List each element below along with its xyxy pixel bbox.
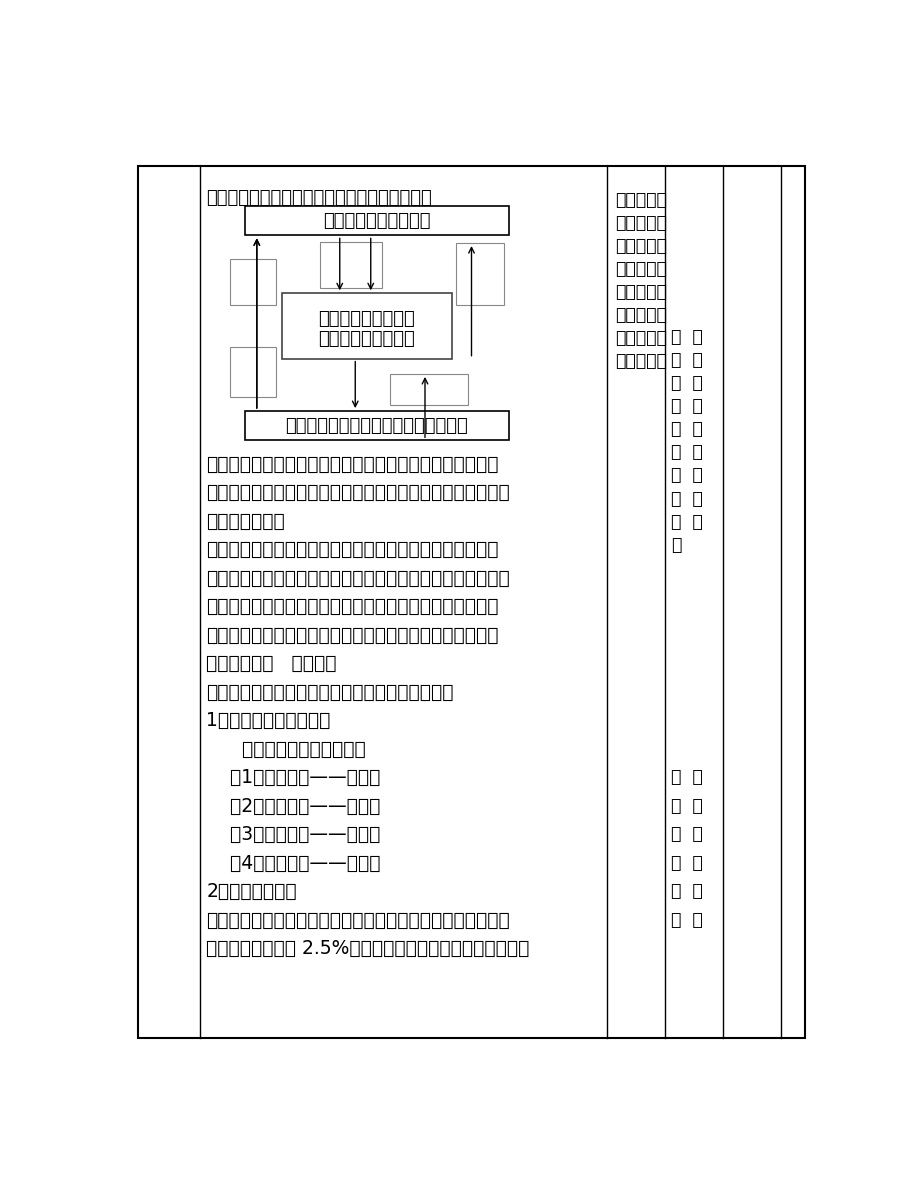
Text: 并  完: 并 完	[671, 421, 702, 439]
Text: 发现，物质: 发现，物质	[614, 306, 666, 324]
Text: （4）取之不尽——燃料水: （4）取之不尽——燃料水	[206, 853, 380, 873]
Text: 下落的雨、江河湖水: 下落的雨、江河湖水	[318, 330, 414, 348]
Text: 由于人为的破坏，比如：罗布泊、开采煤矿导致水资源受破: 由于人为的破坏，比如：罗布泊、开采煤矿导致水资源受破	[206, 597, 498, 616]
Text: 种状态即物态变化时总需要吸热或是放热。吸热的物体能量: 种状态即物态变化时总需要吸热或是放热。吸热的物体能量	[206, 455, 498, 474]
Text: 坏。水资源已经越来越紧缺。关于水资源的问题同学们事先: 坏。水资源已经越来越紧缺。关于水资源的问题同学们事先	[206, 626, 498, 645]
Text: 调查，对下面几个问题，请你发表一下你的看法。: 调查，对下面几个问题，请你发表一下你的看法。	[206, 683, 453, 702]
Text: 图: 图	[671, 535, 681, 554]
Bar	[245, 411, 508, 440]
Text: 思  考: 思 考	[671, 350, 702, 370]
Bar	[230, 347, 276, 397]
Text: 本  水: 本 水	[671, 466, 702, 484]
Bar	[245, 206, 508, 236]
Text: （3）祛病强身——保健水: （3）祛病强身——保健水	[206, 825, 380, 844]
Text: 问  题: 问 题	[671, 397, 702, 415]
Text: 的  名: 的 名	[671, 911, 702, 929]
Text: 转变成另一: 转变成另一	[614, 353, 666, 371]
Text: 增加，放热的物体能量减少，也就是说，物态变化的过程伴随: 增加，放热的物体能量减少，也就是说，物态变化的过程伴随	[206, 484, 510, 502]
Text: 物  态: 物 态	[671, 853, 702, 871]
Text: 成  课: 成 课	[671, 443, 702, 461]
Text: 完  成: 完 成	[671, 825, 702, 843]
Text: 师：（用多媒体展示图片）地球上覆盖着大量的水，但是淡水: 师：（用多媒体展示图片）地球上覆盖着大量的水，但是淡水	[206, 911, 510, 930]
Text: 气体：空气中的水蒸气: 气体：空气中的水蒸气	[323, 212, 430, 230]
Text: 2．水为何珍贵？: 2．水为何珍贵？	[206, 882, 297, 901]
Text: 循  环: 循 环	[671, 490, 702, 508]
Text: 固体：云中的冰晶、山上的积雪、冰山: 固体：云中的冰晶、山上的积雪、冰山	[285, 417, 468, 435]
Text: 变  化: 变 化	[671, 882, 702, 900]
Text: 示  意: 示 意	[671, 513, 702, 530]
Text: 况我们不难: 况我们不难	[614, 284, 666, 302]
Text: 师：其实水循环的过程就是自净化的过程。通过水的循环我: 师：其实水循环的过程就是自净化的过程。通过水的循环我	[206, 540, 498, 559]
Text: 着能量的转移。: 着能量的转移。	[206, 511, 285, 530]
Text: 生变化时放热还是吸热？请大家讨论完成下图。: 生变化时放热还是吸热？请大家讨论完成下图。	[206, 190, 432, 207]
Bar	[230, 259, 276, 305]
Text: 回  答: 回 答	[671, 374, 702, 392]
Text: 1．水能为人类做什么？: 1．水能为人类做什么？	[206, 712, 331, 731]
Text: 化时的吸热: 化时的吸热	[614, 237, 666, 255]
Text: 学  生: 学 生	[671, 328, 702, 346]
Bar	[456, 243, 504, 305]
Text: 们可以得到源源不断的水资源。但是水资源不是一成不变的。: 们可以得到源源不断的水资源。但是水资源不是一成不变的。	[206, 569, 510, 588]
Text: （2）以柔克刚——高压水: （2）以柔克刚——高压水	[206, 796, 380, 815]
Text: 讨  论: 讨 论	[671, 796, 702, 815]
Bar	[390, 374, 467, 405]
Text: 或是放热情: 或是放热情	[614, 260, 666, 278]
Text: 液体：云中的雨滴、: 液体：云中的雨滴、	[318, 310, 414, 328]
Text: 师：从水的: 师：从水的	[614, 191, 666, 209]
Text: 教师补充一些水的趣用：: 教师补充一些水的趣用：	[206, 740, 366, 759]
Text: 状态发生变: 状态发生变	[614, 213, 666, 232]
Text: 学  生: 学 生	[671, 769, 702, 787]
Bar	[320, 242, 382, 287]
Text: （1）点点滴滴——时钟水: （1）点点滴滴——时钟水	[206, 769, 380, 787]
Text: 资源只占总水量的 2.5%，大部分的水都是以深层地下淡水，: 资源只占总水量的 2.5%，大部分的水都是以深层地下淡水，	[206, 939, 529, 958]
Bar	[281, 293, 451, 359]
Text: 做网上调查，   根据你的: 做网上调查， 根据你的	[206, 654, 336, 673]
Text: 从一种状态: 从一种状态	[614, 329, 666, 347]
